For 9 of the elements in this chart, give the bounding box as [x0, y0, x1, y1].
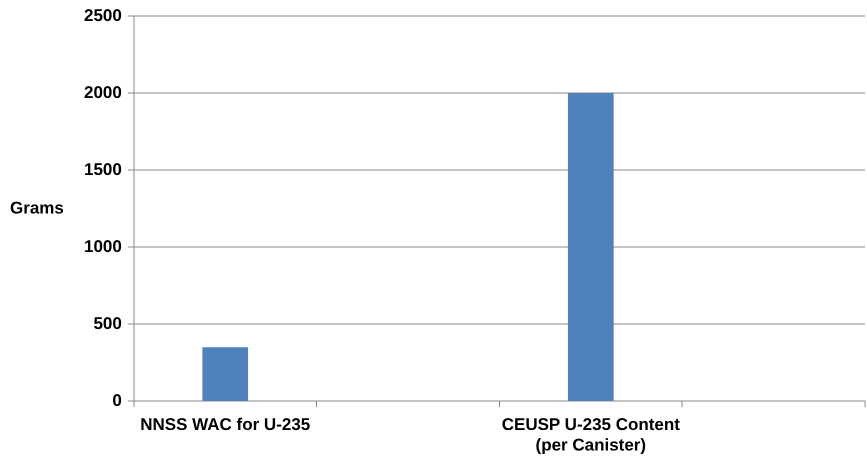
y-tick-label: 1000 [84, 236, 122, 256]
y-tick-label: 2500 [84, 6, 122, 25]
y-tick-label: 1500 [84, 160, 122, 179]
x-tick-label: NNSS WAC for U-235 [140, 415, 310, 434]
y-tick-label: 0 [112, 390, 122, 410]
y-tick-label: 500 [93, 314, 122, 333]
y-axis-title: Grams [10, 198, 64, 218]
x-tick-label: CEUSP U-235 Content (per Canister) [502, 415, 680, 454]
y-tick-label: 2000 [84, 82, 122, 102]
